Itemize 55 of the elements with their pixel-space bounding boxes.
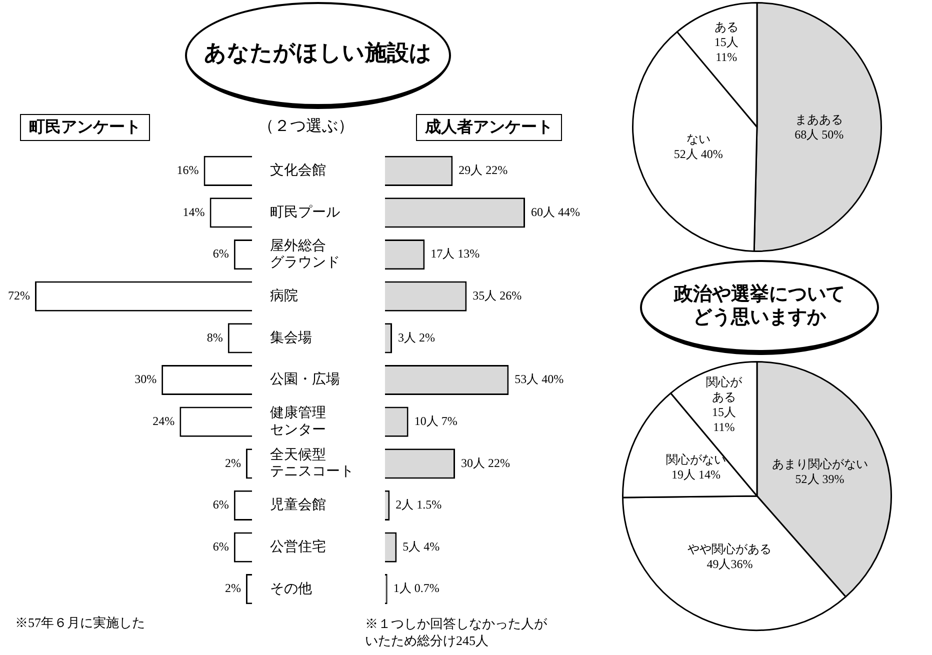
chart-title: 政治や選挙についてどう思いますか (672, 283, 846, 329)
y-tick-label: 集会場 (270, 330, 312, 346)
data-label: 8% (206, 330, 223, 344)
data-label: 6% (212, 498, 229, 512)
data-label: 53人 40% (514, 372, 564, 386)
data-label: 6% (212, 246, 229, 261)
slice-label: 関心がない (666, 452, 726, 467)
data-label: 14% (182, 204, 205, 219)
text: （２つ選ぶ） (258, 117, 354, 137)
data-label: 30人 22% (461, 456, 510, 470)
data-label: 52人 40% (674, 147, 723, 162)
data-label: 35人 26% (472, 288, 522, 303)
oval-outline: あなたがほしい施設は (185, 2, 451, 109)
slice-label: ある (714, 20, 738, 34)
chart-title: 成人者アンケート (416, 114, 562, 141)
data-label: 30% (134, 372, 157, 386)
data-label: 6% (212, 539, 229, 554)
data-label: 2% (224, 456, 241, 470)
data-label: 68人 50% (794, 127, 844, 142)
y-tick-label: 児童会館 (270, 497, 326, 514)
slice-label: ない (686, 132, 710, 146)
data-label: 10人 7% (414, 414, 458, 428)
oval-outline: 政治や選挙についてどう思いますか (640, 260, 879, 355)
data-label: 60人 44% (531, 204, 580, 219)
y-tick-label: 町民プール (270, 204, 340, 220)
data-label: 15人 11% (712, 404, 736, 434)
y-tick-label: 健康管理センター (270, 405, 326, 438)
slice-label: 関心がある (706, 374, 743, 404)
y-tick-label: その他 (270, 580, 312, 597)
y-tick-label: 病院 (270, 288, 298, 304)
data-label: 52人 39% (795, 472, 844, 486)
data-label: 17人 13% (430, 246, 480, 261)
y-tick-label: 文化会館 (270, 162, 326, 179)
text: 町民アンケート (20, 114, 150, 141)
data-label: 2人 1.5% (396, 498, 442, 512)
data-label: 16% (176, 163, 199, 178)
data-label: 24% (152, 414, 175, 428)
y-tick-label: 全天候型テニスコート (270, 446, 354, 480)
y-tick-label: 公園・広場 (270, 372, 340, 388)
data-label: 72% (8, 288, 30, 303)
data-label: 1人 0.7% (393, 581, 440, 596)
data-label: 29人 22% (458, 163, 508, 178)
text: ※１つしか回答しなかった人がいたため総分け245人 (365, 616, 548, 650)
data-label: 5人 4% (402, 539, 440, 554)
data-label: 15人 11% (714, 35, 738, 64)
slice-label: やや関心がある (688, 542, 772, 556)
y-tick-label: 屋外総合グラウンド (270, 238, 340, 271)
text: ※57年６月に実施した (15, 614, 145, 632)
data-label: 19人 14% (672, 468, 720, 482)
data-label: 49人36% (706, 556, 753, 571)
slice-label: あまり関心がない (772, 456, 868, 471)
y-tick-label: 公営住宅 (270, 538, 326, 555)
data-label: 2% (224, 581, 241, 596)
slice-label: まあある (795, 112, 844, 126)
data-label: 3人 2% (398, 330, 435, 344)
